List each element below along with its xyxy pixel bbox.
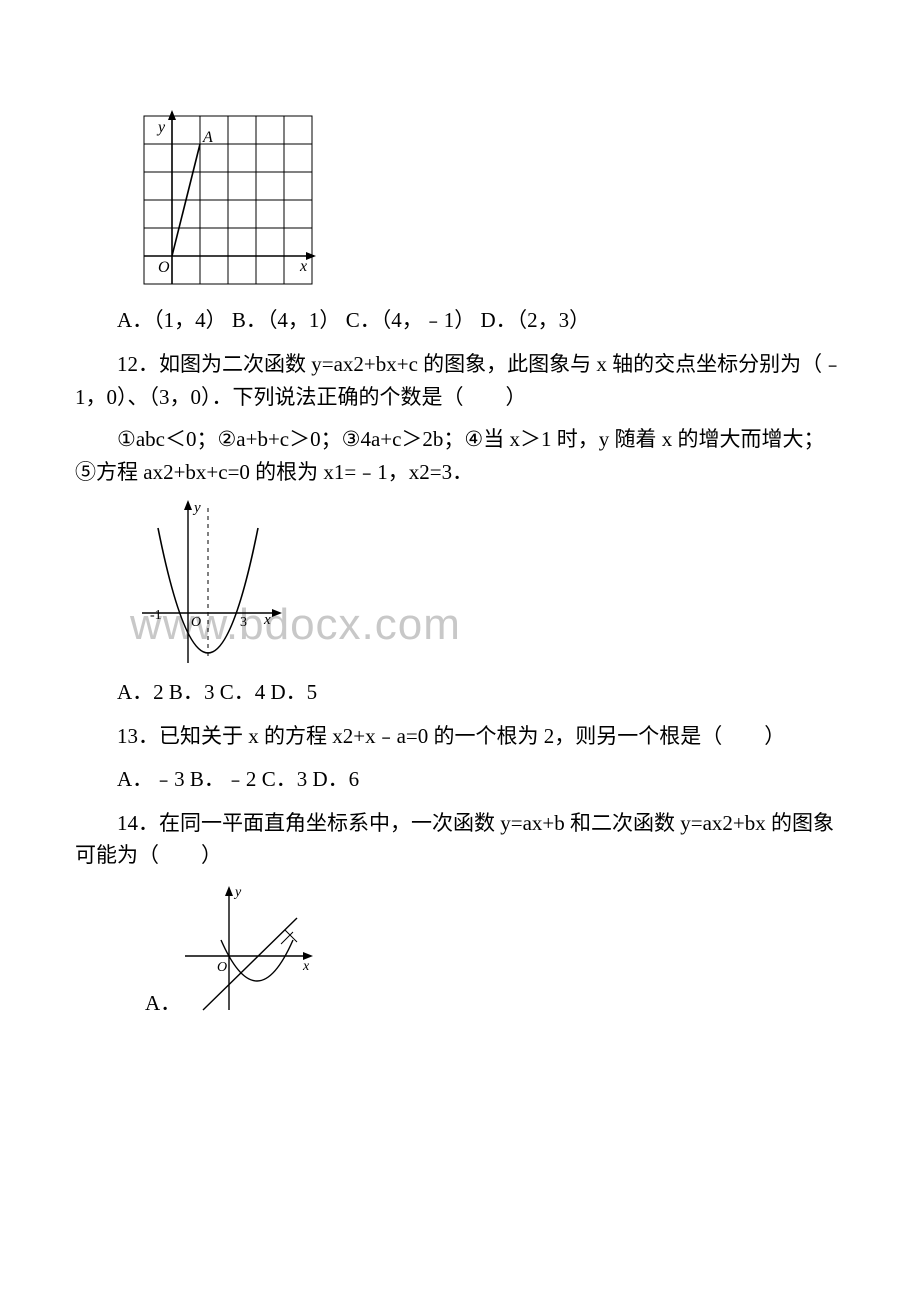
q11-option-d: D．（2，3） — [480, 308, 590, 332]
origin-label: O — [158, 259, 170, 276]
q11-grid-svg: y x O A — [140, 108, 318, 296]
three-label: 3 — [240, 615, 247, 630]
y-label-3: y — [233, 885, 242, 900]
q13-option-a: A．﹣3 — [117, 767, 185, 791]
q12-option-b: B．3 — [169, 680, 215, 704]
q13-opt-b-val: ﹣2 — [225, 767, 257, 791]
q11-figure: y x O A — [140, 108, 845, 296]
point-a-label: A — [202, 129, 213, 146]
q11-option-a: A．（1，4） — [117, 308, 227, 332]
origin-label-3: O — [217, 960, 227, 975]
q13-option-b: B．﹣2 — [190, 767, 257, 791]
q13-opt-c-val: 3 — [297, 767, 308, 791]
q11-opt-d-val: （2，3） — [517, 308, 591, 332]
y-label-2: y — [192, 500, 201, 516]
q11-option-c: C．（4，﹣1） — [346, 308, 476, 332]
x-axis-label: x — [299, 258, 307, 275]
q11-option-b: B．（4，1） — [232, 308, 341, 332]
q11-opt-b-val: （4，1） — [267, 308, 341, 332]
q12-option-c: C．4 — [220, 680, 266, 704]
q14-graph-a-svg: O x y — [181, 882, 321, 1017]
q12-options: A．2 B．3 C．4 D．5 — [75, 676, 845, 706]
q12-opt-b-val: 3 — [204, 680, 215, 704]
q12-option-a: A．2 — [117, 680, 164, 704]
q11-opt-a-val: （1，4） — [153, 308, 227, 332]
page-content: y x O A A．（1，4） B．（4，1） C．（4，﹣1） D．（2，3）… — [75, 108, 845, 1017]
q13-options: A．﹣3 B．﹣2 C．3 D．6 — [75, 763, 845, 793]
q12-stem-2: ①abc＜0；②a+b+c＞0；③4a+c＞2b；④当 x＞1 时，y 随着 x… — [75, 423, 845, 488]
x-label-2: x — [263, 612, 271, 628]
q13-option-d: D．6 — [312, 767, 359, 791]
q12-stem-1: 12．如图为二次函数 y=ax2+bx+c 的图象，此图象与 x 轴的交点坐标分… — [75, 348, 845, 413]
q11-options: A．（1，4） B．（4，1） C．（4，﹣1） D．（2，3） — [75, 304, 845, 334]
q14-stem: 14．在同一平面直角坐标系中，一次函数 y=ax+b 和二次函数 y=ax2+b… — [75, 807, 845, 872]
q12-figure: -1 O 3 x y — [140, 498, 845, 668]
origin-label-2: O — [191, 615, 201, 630]
x-label-3: x — [302, 959, 310, 974]
q12-option-d: D．5 — [270, 680, 317, 704]
q13-opt-a-val: ﹣3 — [153, 767, 185, 791]
q12-opt-d-val: 5 — [307, 680, 318, 704]
y-axis-label: y — [156, 119, 166, 136]
q14-option-a-label: A． — [145, 987, 181, 1017]
q14-option-a-row: A． O x y — [145, 882, 845, 1017]
q13-opt-d-val: 6 — [349, 767, 360, 791]
q12-opt-a-val: 2 — [153, 680, 164, 704]
neg1-label: -1 — [150, 608, 162, 623]
q13-option-c: C．3 — [262, 767, 308, 791]
q11-opt-c-val: （4，﹣1） — [381, 308, 476, 332]
q13-stem: 13．已知关于 x 的方程 x2+x﹣a=0 的一个根为 2，则另一个根是（ ） — [75, 720, 845, 753]
q12-opt-c-val: 4 — [255, 680, 266, 704]
q12-parabola-svg: -1 O 3 x y — [140, 498, 290, 668]
